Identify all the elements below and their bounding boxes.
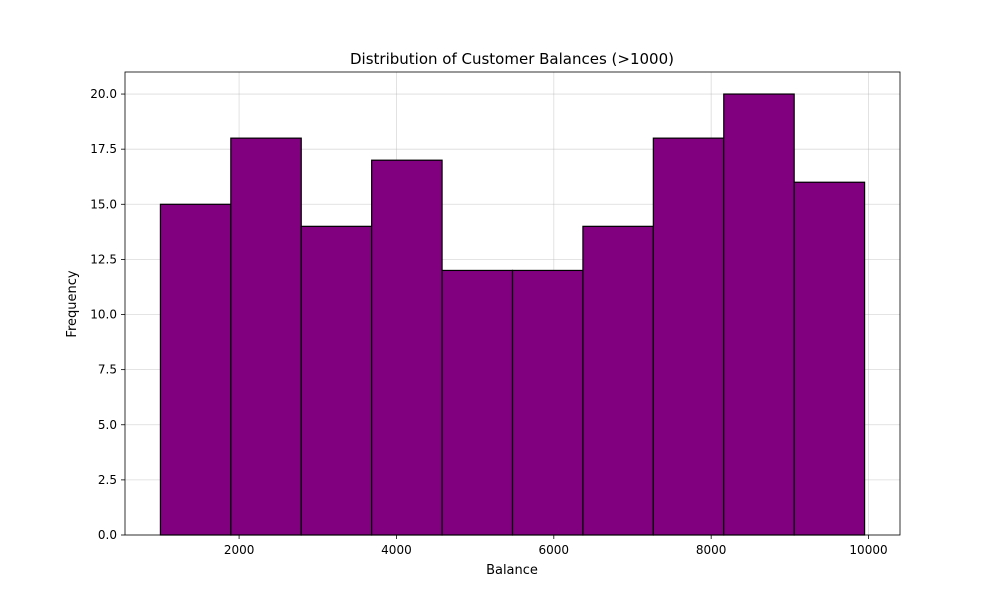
- histogram-bar: [723, 93, 795, 536]
- y-axis-label: Frequency: [65, 270, 80, 337]
- x-tick-label: 10000: [849, 543, 887, 557]
- histogram-bar: [371, 159, 443, 536]
- y-tick-label: 5.0: [98, 418, 117, 432]
- histogram-bar: [511, 269, 584, 536]
- y-tick-label: 2.5: [98, 473, 117, 487]
- y-tick-label: 12.5: [90, 252, 117, 266]
- histogram-bar: [582, 225, 654, 536]
- y-tick-label: 10.0: [90, 308, 117, 322]
- y-tick-label: 7.5: [98, 363, 117, 377]
- chart-title: Distribution of Customer Balances (>1000…: [350, 50, 674, 68]
- histogram-bar: [230, 137, 302, 536]
- histogram-bar: [159, 203, 232, 536]
- axes-frame: [124, 71, 901, 536]
- bars: [159, 93, 866, 536]
- x-tick-label: 4000: [381, 543, 412, 557]
- histogram-bar: [300, 225, 373, 536]
- histogram-bar: [793, 181, 866, 536]
- y-axis-ticks: 0.0 2.5 5.0 7.5 10.0 12.5 15.0 17.5 20.0: [90, 87, 125, 542]
- x-tick-label: 2000: [224, 543, 255, 557]
- histogram-bar: [441, 269, 514, 536]
- x-axis-label: Balance: [486, 563, 538, 578]
- x-tick-label: 8000: [696, 543, 727, 557]
- y-tick-label: 17.5: [90, 142, 117, 156]
- y-tick-label: 15.0: [90, 197, 117, 211]
- x-tick-label: 6000: [539, 543, 570, 557]
- y-tick-label: 0.0: [98, 528, 117, 542]
- x-axis-ticks: 2000 4000 6000 8000 10000: [224, 535, 888, 557]
- y-tick-label: 20.0: [90, 87, 117, 101]
- histogram-bar: [652, 137, 725, 536]
